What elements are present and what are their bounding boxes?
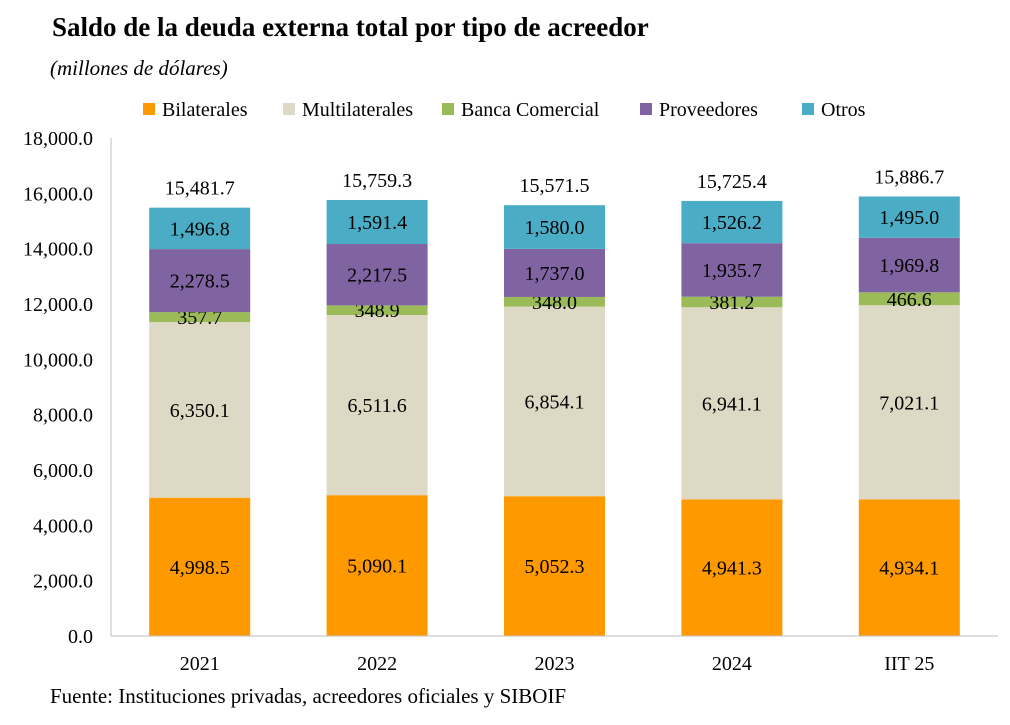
bar-segment-banca-comercial [149,312,251,323]
x-tick-label: 2022 [357,653,397,675]
x-tick-label: 2023 [535,653,575,675]
y-tick-label: 12,000.0 [23,294,93,316]
x-tick-label: 2021 [180,653,220,675]
y-tick-label: 2,000.0 [33,571,93,593]
y-tick-label: 0.0 [68,626,93,648]
y-tick-label: 10,000.0 [23,349,93,371]
data-label: 4,941.3 [702,558,762,580]
bar-segment-multilaterales [858,305,960,500]
data-label: 5,090.1 [347,556,407,578]
y-tick-label: 4,000.0 [33,515,93,537]
bar-segment-otros [149,207,251,250]
bar-segment-otros [858,196,960,238]
legend-swatch [143,103,155,115]
bar-segment-bilaterales [681,499,783,636]
x-tick-label: IIT 25 [884,653,934,675]
bar-segment-multilaterales [504,306,605,497]
legend-label: Banca Comercial [461,99,600,121]
data-label: 1,969.8 [879,255,939,277]
legend-swatch [283,103,295,115]
total-label: 15,571.5 [520,175,590,197]
legend-swatch [442,103,454,115]
bar-segment-proveedores [681,243,783,297]
data-label: 6,511.6 [347,395,406,417]
data-label: 4,998.5 [170,557,230,579]
bar-segment-bilaterales [149,497,251,636]
x-tick-label: 2024 [712,653,752,675]
data-label: 1,526.2 [702,212,762,234]
data-label: 1,591.4 [347,212,407,234]
bar-segment-proveedores [858,237,960,293]
legend: Bilaterales Multilaterales Banca Comercial… [143,99,866,121]
bar-segment-bilaterales [858,499,960,636]
chart-title: Saldo de la deuda externa total por tipo… [52,12,649,42]
y-tick-label: 6,000.0 [33,460,93,482]
data-label: 381.2 [709,292,754,314]
legend-label: Otros [821,99,866,121]
data-label: 1,737.0 [525,263,585,285]
legend-label: Multilaterales [302,99,413,121]
total-label: 15,481.7 [165,178,235,200]
bar-segment-otros [681,200,783,244]
data-label: 2,278.5 [170,271,230,293]
bar-segment-proveedores [326,244,428,306]
source-note: Fuente: Instituciones privadas, acreedor… [50,684,567,708]
data-label: 1,580.0 [525,217,585,239]
bar-segment-banca-comercial [681,296,783,308]
data-label: 2,217.5 [347,265,407,287]
bar-segment-banca-comercial [858,292,960,306]
y-tick-label: 8,000.0 [33,405,93,427]
y-tick-label: 14,000.0 [23,239,93,261]
data-label: 466.6 [887,289,932,311]
bar-segment-otros [504,205,605,249]
data-label: 6,854.1 [525,391,585,413]
data-label: 1,935.7 [702,260,762,282]
total-label: 15,759.3 [342,170,412,192]
data-label: 1,495.0 [879,207,939,229]
bars: 4,998.5 6,350.1 357.7 2,278.5 1,496.8 15,481.… [149,166,960,636]
total-label: 15,725.4 [697,171,767,193]
legend-swatch [640,103,652,115]
bar-segment-bilaterales [504,496,605,636]
bar-segment-banca-comercial [504,296,605,307]
data-label: 348.9 [355,300,400,322]
bar-segment-otros [326,199,428,245]
bar-segment-proveedores [149,249,251,313]
bar-segment-bilaterales [326,495,428,636]
data-label: 5,052.3 [525,556,585,578]
legend-label: Bilaterales [162,99,248,121]
bar-segment-multilaterales [326,315,428,496]
data-label: 7,021.1 [879,392,939,414]
x-axis: 2021 2022 2023 2024 IIT 25 [111,635,998,675]
data-label: 348.0 [532,292,577,314]
y-axis: 0.0 2,000.0 4,000.0 6,000.0 8,000.0 10,000.0 1… [23,128,112,648]
bar-segment-multilaterales [149,322,251,498]
y-tick-label: 18,000.0 [23,128,93,150]
total-label: 15,886.7 [874,166,944,188]
legend-swatch [802,103,814,115]
chart-subtitle: (millones de dólares) [50,56,228,80]
data-label: 6,941.1 [702,393,762,415]
data-label: 1,496.8 [170,218,230,240]
bar-segment-multilaterales [681,307,783,500]
bar-segment-proveedores [504,248,605,297]
data-label: 357.7 [177,307,222,329]
legend-label: Proveedores [659,99,758,121]
data-label: 6,350.1 [170,400,230,422]
data-label: 4,934.1 [879,558,939,580]
bar-segment-banca-comercial [326,305,428,316]
y-tick-label: 16,000.0 [23,183,93,205]
